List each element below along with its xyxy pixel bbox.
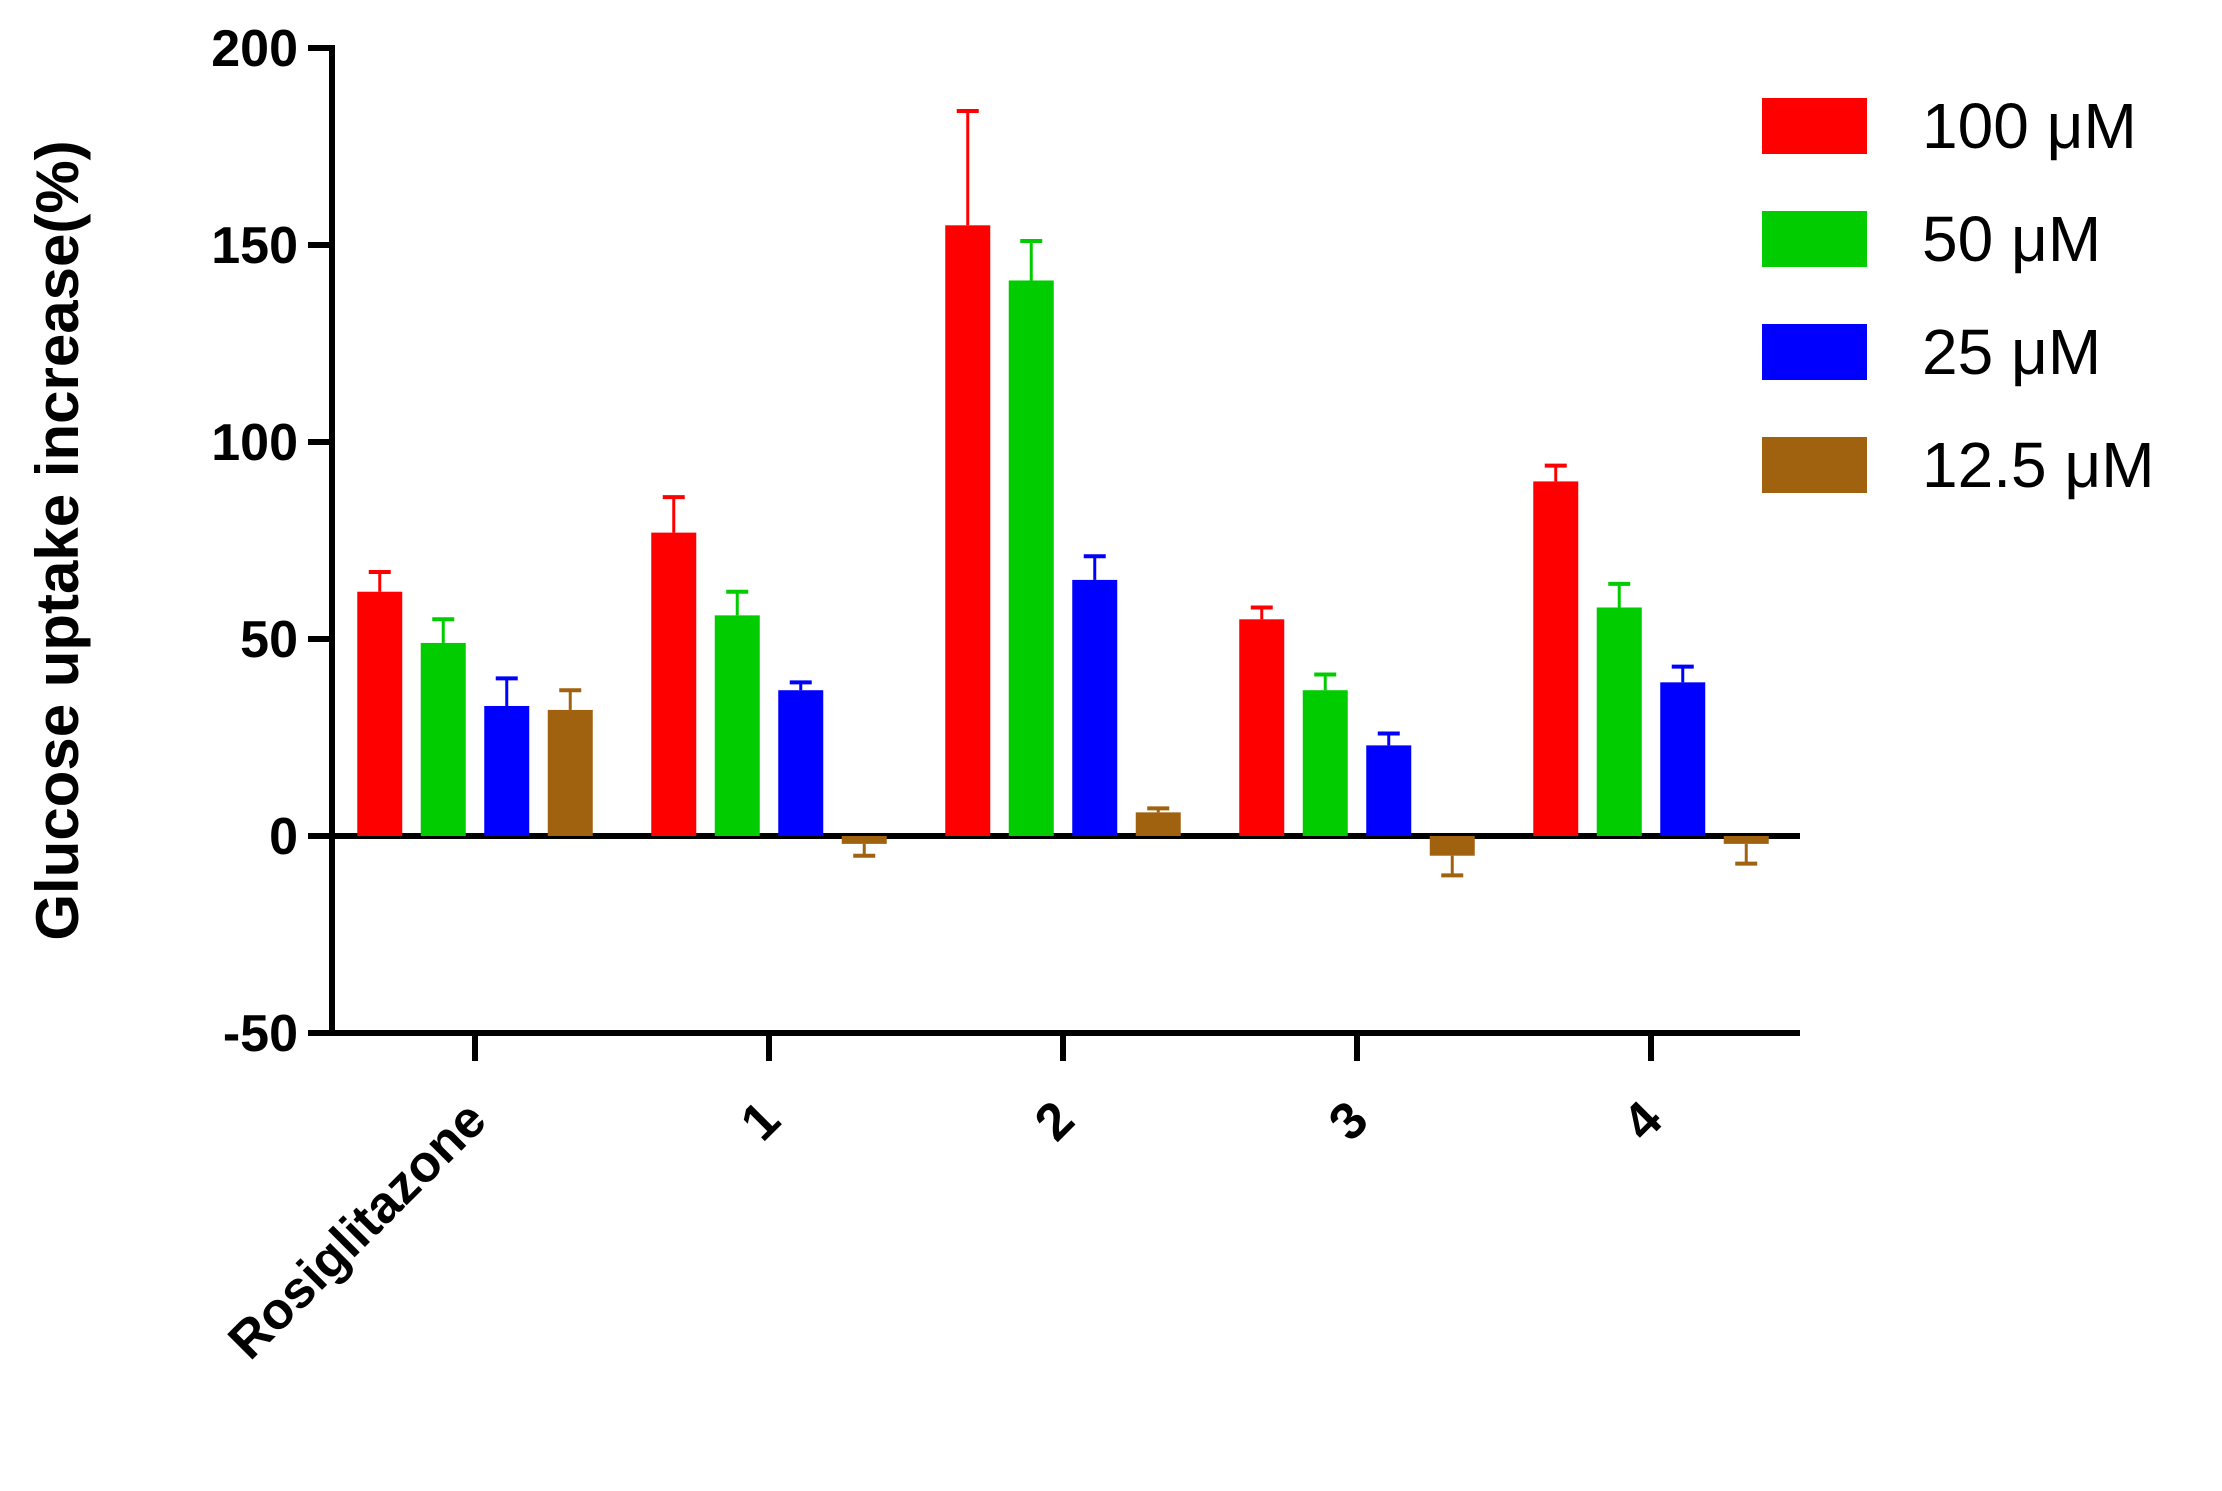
bar — [1660, 682, 1706, 836]
legend-swatch — [1762, 324, 1867, 380]
legend-swatch — [1762, 98, 1867, 154]
bar — [1135, 812, 1181, 836]
bar — [1072, 579, 1118, 836]
bar — [1723, 836, 1769, 844]
y-axis-label: Glucose uptake increase(%) — [24, 140, 91, 940]
bar — [651, 532, 697, 836]
bar — [547, 709, 593, 836]
y-tick-label: -50 — [223, 1005, 298, 1063]
x-tick-label: 3 — [1318, 1090, 1379, 1151]
x-tick-label: 4 — [1612, 1090, 1674, 1152]
bar — [1533, 481, 1579, 836]
y-tick-label: 150 — [211, 217, 298, 275]
bar — [1596, 607, 1642, 836]
legend-swatch — [1762, 211, 1867, 267]
x-axis: Rosiglitazone 1 2 3 4 — [217, 833, 1800, 1371]
bar — [484, 705, 530, 836]
bar — [420, 642, 466, 836]
y-axis: -50 0 50 100 150 200 — [211, 20, 335, 1063]
legend-label: 50 μM — [1922, 203, 2101, 275]
y-tick-label: 50 — [240, 611, 298, 669]
y-tick-label: 0 — [269, 808, 298, 866]
legend-label: 12.5 μM — [1922, 429, 2155, 501]
y-tick-label: 200 — [211, 20, 298, 78]
bar — [1429, 836, 1475, 856]
x-tick-label: Rosiglitazone — [217, 1090, 497, 1370]
bar — [714, 615, 760, 836]
bar — [841, 836, 887, 844]
bars — [357, 109, 1769, 878]
bar — [778, 690, 824, 836]
bar — [357, 591, 403, 836]
bar — [1239, 619, 1285, 836]
x-tick-label: 2 — [1024, 1090, 1085, 1151]
bar — [1302, 690, 1348, 836]
bar — [945, 225, 991, 837]
legend-swatch — [1762, 437, 1867, 493]
y-tick-label: 100 — [211, 414, 298, 472]
bar — [1366, 745, 1412, 836]
legend-label: 25 μM — [1922, 316, 2101, 388]
legend-label: 100 μM — [1922, 90, 2137, 162]
x-tick-label: 1 — [730, 1090, 791, 1151]
legend: 100 μM 50 μM 25 μM 12.5 μM — [1762, 90, 2155, 501]
bar — [1008, 280, 1054, 837]
